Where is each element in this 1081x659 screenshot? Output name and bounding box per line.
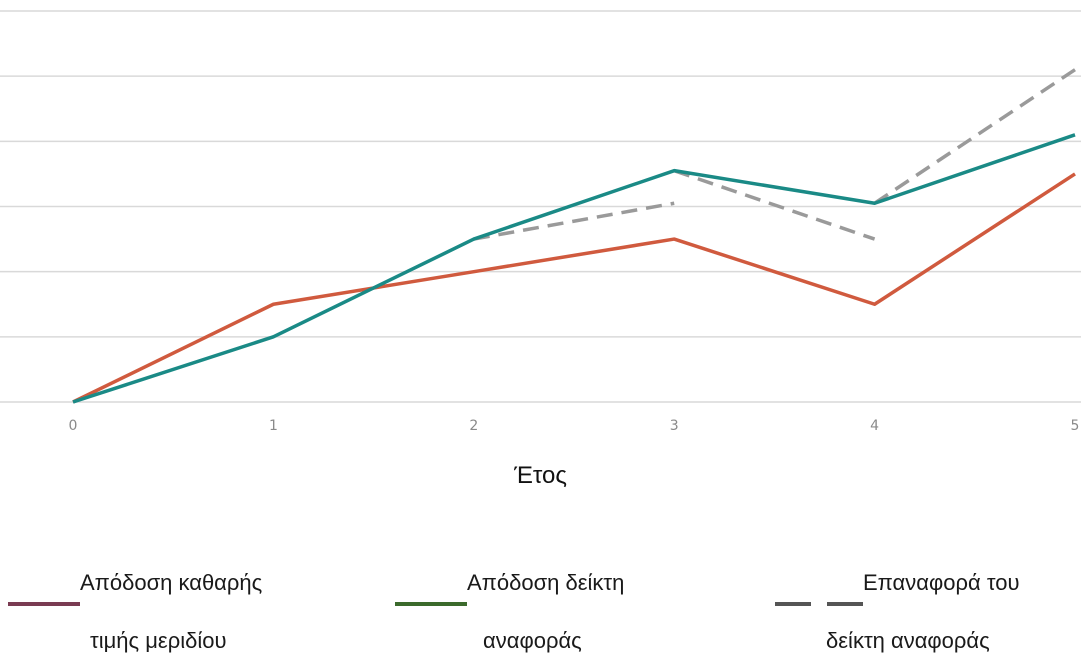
legend-label-nav-return-line1: Απόδοση καθαρής [80, 570, 263, 595]
series-line-1 [72, 133, 1076, 404]
grid-lines [0, 10, 1081, 403]
series-line-2-segment-1 [673, 169, 876, 241]
series-lines [72, 68, 1076, 404]
legend-label-index-return-line2: αναφοράς [483, 628, 582, 653]
series-line-2-segment-0 [473, 201, 675, 241]
x-tick-labels: 0 1 2 3 4 5 [69, 418, 1080, 434]
legend-label-index-reset-line1: Επαναφορά του [863, 570, 1020, 595]
x-tick-label: 3 [670, 418, 679, 434]
x-tick-label: 4 [870, 418, 879, 434]
x-tick-label: 0 [69, 418, 78, 434]
legend-label-nav-return-line2: τιμής μεριδίου [90, 628, 227, 653]
legend-label-index-reset-line2: δείκτη αναφοράς [826, 628, 990, 653]
series-line-0 [72, 172, 1076, 404]
legend-swatch-nav-return [8, 602, 80, 606]
legend-swatch-index-reset-b [827, 602, 863, 606]
legend-swatch-index-return [395, 602, 467, 606]
series-line-2-segment-2 [873, 68, 1076, 205]
x-tick-label: 2 [469, 418, 478, 434]
legend-label-index-return-line1: Απόδοση δείκτη [467, 570, 625, 595]
x-tick-label: 1 [269, 418, 278, 434]
x-axis-title: Έτος [514, 462, 567, 489]
legend-swatch-index-reset-a [775, 602, 811, 606]
x-tick-label: 5 [1071, 418, 1080, 434]
